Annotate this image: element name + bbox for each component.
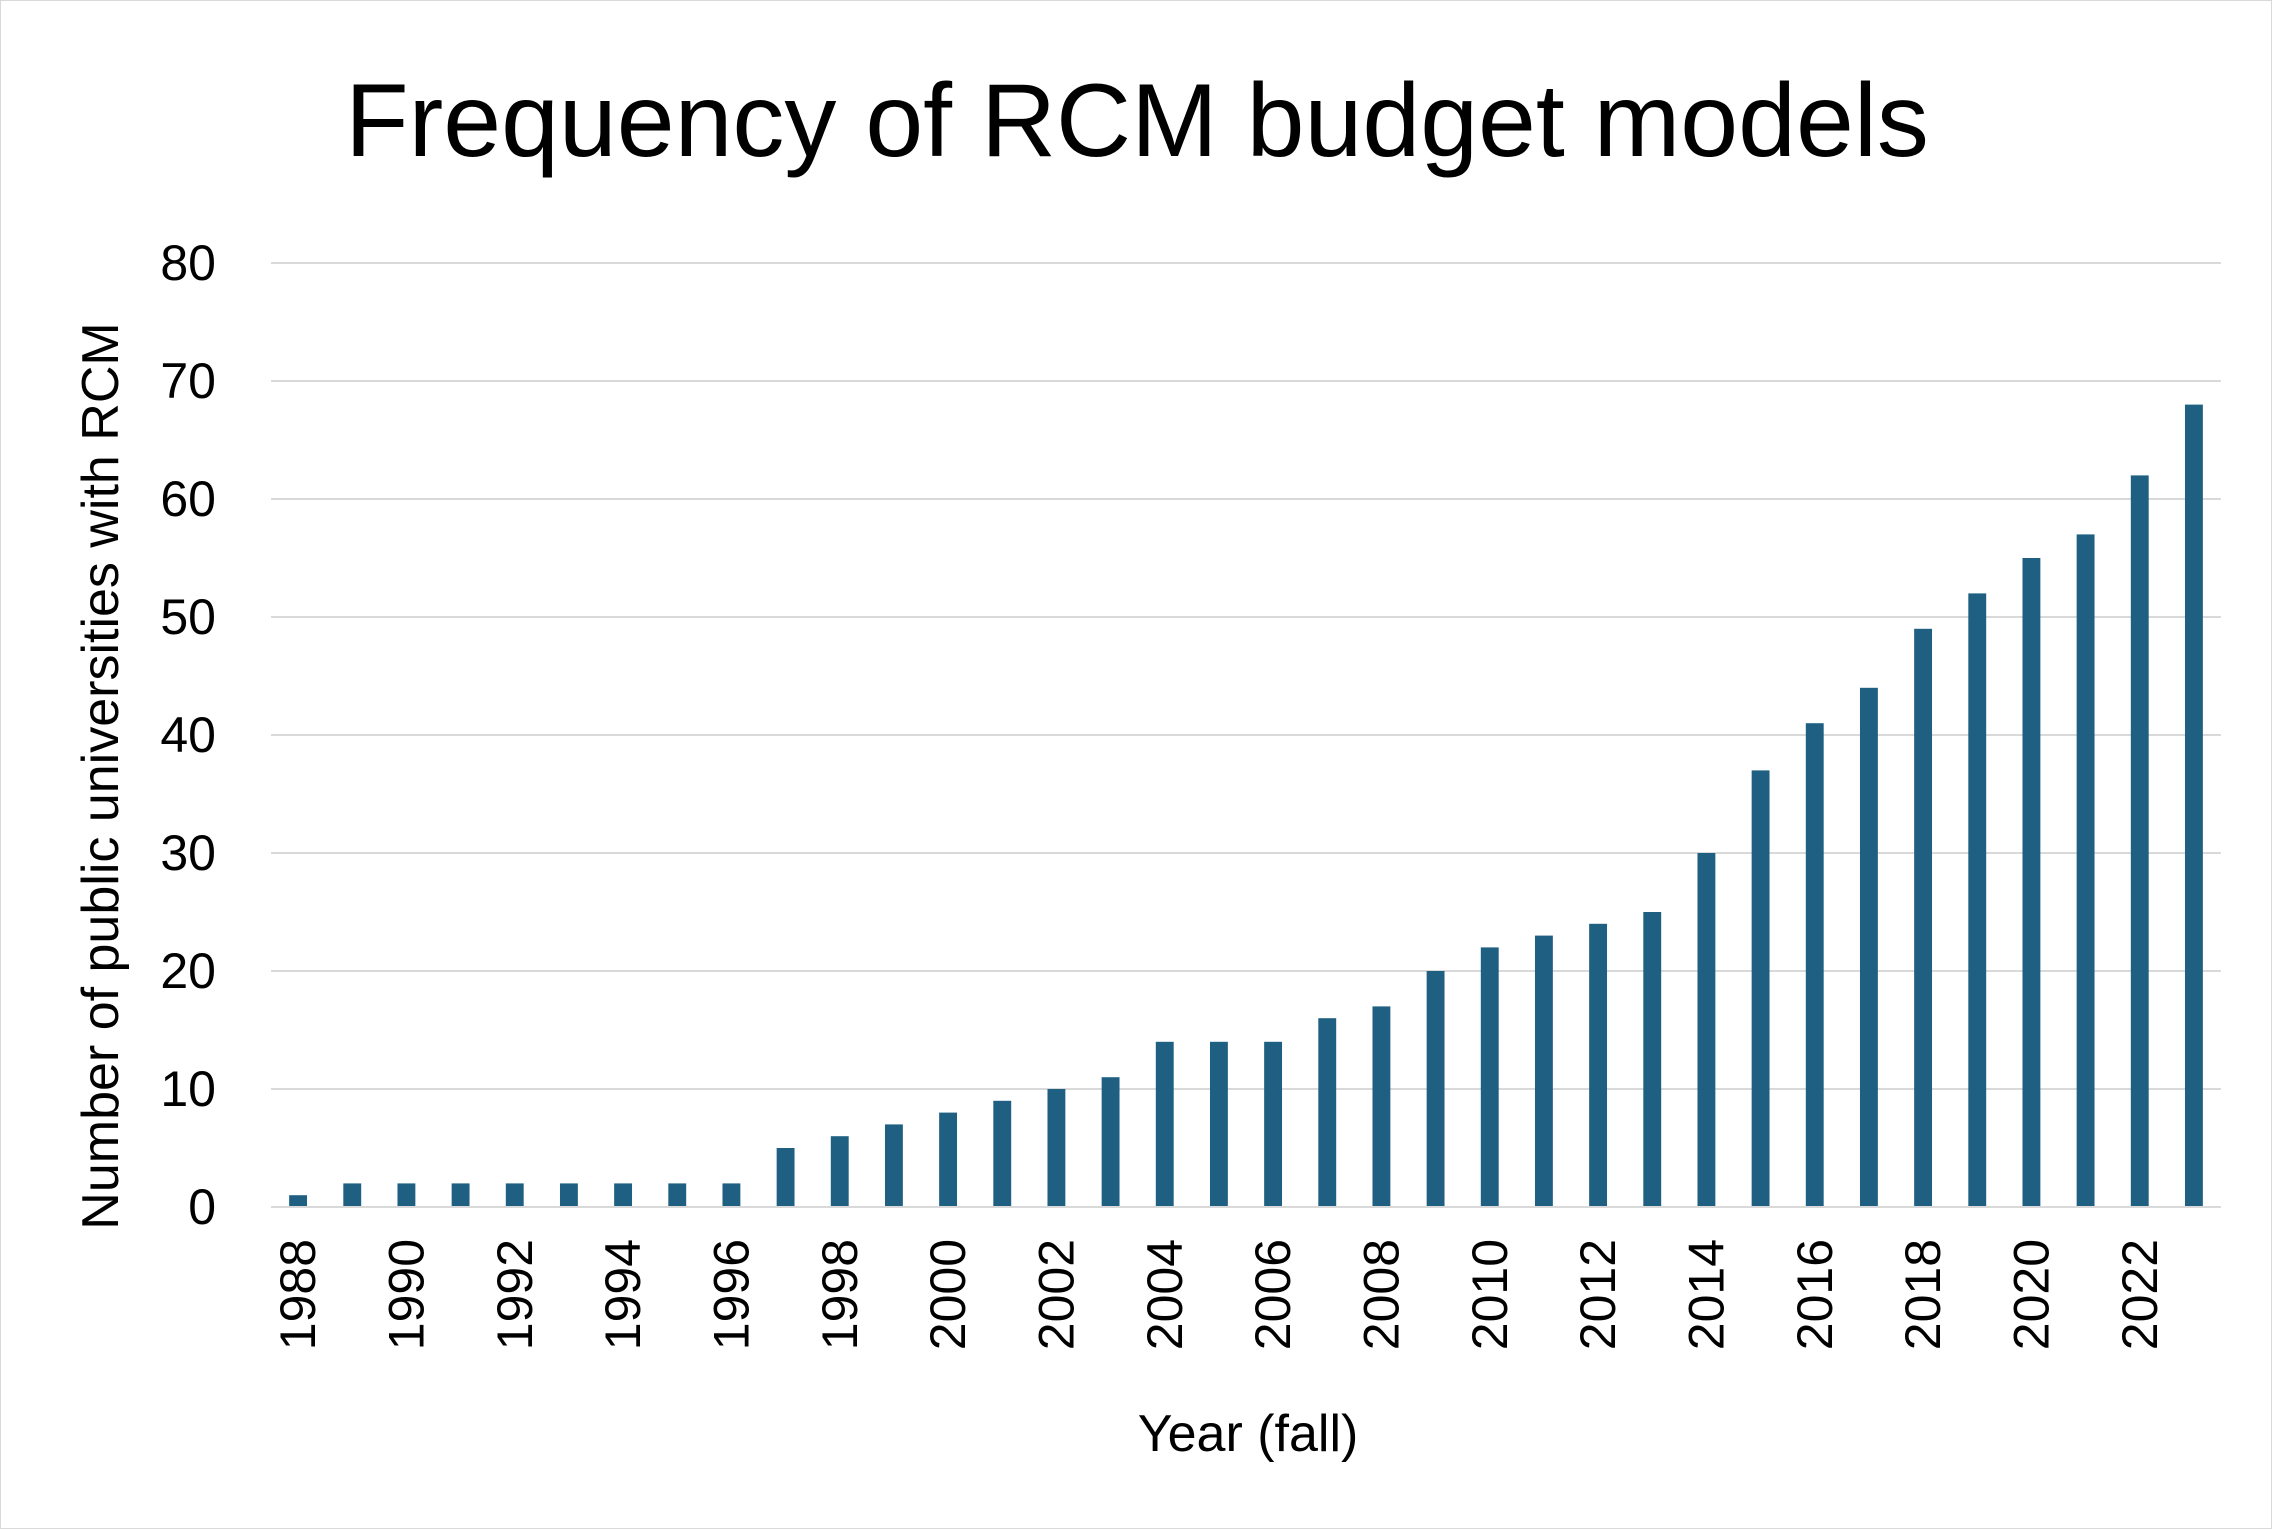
bar-1991 — [451, 1183, 470, 1207]
bar-2001 — [993, 1100, 1012, 1207]
bar-2018 — [1914, 628, 1933, 1207]
x-tick-label: 2018 — [1895, 1239, 1951, 1350]
x-tick-label: 2010 — [1462, 1239, 1518, 1350]
chart-title: Frequency of RCM budget models — [345, 63, 1929, 179]
bar-1992 — [505, 1183, 524, 1207]
bar-2012 — [1589, 923, 1608, 1207]
bar-2008 — [1372, 1006, 1391, 1207]
bar-2016 — [1805, 723, 1824, 1207]
bar-1990 — [397, 1183, 416, 1207]
y-tick-label: 40 — [160, 707, 216, 763]
bar-1999 — [884, 1124, 903, 1207]
bar-2014 — [1697, 853, 1716, 1207]
x-tick-label: 1994 — [595, 1239, 651, 1350]
bar-series — [289, 404, 2203, 1208]
bar-2013 — [1643, 912, 1662, 1207]
bar-2000 — [939, 1112, 958, 1207]
x-tick-label: 2006 — [1245, 1239, 1301, 1350]
bar-2019 — [1968, 593, 1987, 1207]
bar-1994 — [614, 1183, 633, 1207]
y-tick-label: 70 — [160, 353, 216, 409]
bar-1989 — [343, 1183, 362, 1207]
bar-2021 — [2076, 534, 2095, 1207]
y-tick-label: 30 — [160, 825, 216, 881]
bar-2006 — [1264, 1041, 1283, 1207]
y-tick-label: 10 — [160, 1061, 216, 1117]
bar-2017 — [1859, 687, 1878, 1207]
bar-2007 — [1318, 1018, 1337, 1207]
x-tick-label: 1998 — [812, 1239, 868, 1350]
y-tick-label: 20 — [160, 943, 216, 999]
y-tick-label: 50 — [160, 589, 216, 645]
y-tick-label: 0 — [188, 1179, 216, 1235]
y-tick-label: 80 — [160, 235, 216, 291]
bar-2023 — [2184, 404, 2203, 1208]
bar-2005 — [1209, 1041, 1228, 1207]
bar-2011 — [1534, 935, 1553, 1207]
bar-2015 — [1751, 770, 1770, 1207]
x-axis-title: Year (fall) — [1138, 1405, 1359, 1463]
bar-1993 — [559, 1183, 578, 1207]
x-tick-label: 1988 — [270, 1239, 326, 1350]
x-tick-label: 2014 — [1678, 1239, 1734, 1350]
bar-2020 — [2022, 558, 2041, 1207]
bar-2004 — [1155, 1041, 1174, 1207]
bar-1998 — [830, 1136, 849, 1207]
x-axis-ticks: 1988 1990 1992 1994 1996 1998 2000 2002 2004 2006… — [270, 1239, 2168, 1350]
x-tick-label: 1992 — [487, 1239, 543, 1350]
y-axis-ticks: 0 10 20 30 40 50 60 70 80 — [160, 235, 216, 1235]
bar-1995 — [668, 1183, 687, 1207]
bar-1988 — [289, 1195, 308, 1207]
x-tick-label: 2012 — [1570, 1239, 1626, 1350]
x-tick-label: 2000 — [920, 1239, 976, 1350]
x-tick-label: 2002 — [1028, 1239, 1084, 1350]
x-tick-label: 2022 — [2112, 1239, 2168, 1350]
x-tick-label: 2016 — [1787, 1239, 1843, 1350]
x-tick-label: 1990 — [378, 1239, 434, 1350]
gridlines — [271, 262, 2221, 1090]
bar-2009 — [1426, 971, 1445, 1207]
x-tick-label: 1996 — [703, 1239, 759, 1350]
x-tick-label: 2004 — [1137, 1239, 1193, 1350]
bar-2010 — [1480, 947, 1499, 1207]
bar-2002 — [1047, 1089, 1066, 1207]
y-axis-title: Number of public universities with RCM — [72, 322, 130, 1229]
bar-2003 — [1101, 1077, 1120, 1207]
bar-2022 — [2130, 475, 2149, 1207]
x-tick-label: 2020 — [2003, 1239, 2059, 1350]
y-tick-label: 60 — [160, 471, 216, 527]
bar-1996 — [722, 1183, 741, 1207]
bar-1997 — [776, 1148, 795, 1207]
x-tick-label: 2008 — [1353, 1239, 1409, 1350]
